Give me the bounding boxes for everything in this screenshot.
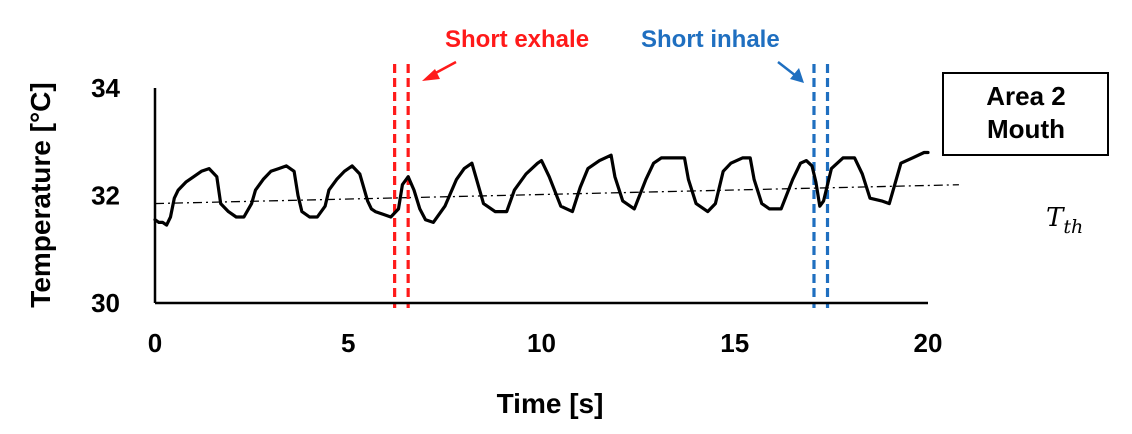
temperature-series-line xyxy=(153,150,930,227)
threshold-label-main: T xyxy=(1046,203,1065,233)
x-tick-label: 5 xyxy=(341,328,355,358)
y-tick-label: 32 xyxy=(91,181,120,211)
plot-area xyxy=(153,64,959,308)
short-exhale-label: Short exhale xyxy=(445,26,589,53)
short-inhale-arrow xyxy=(777,61,804,83)
x-tick-label: 10 xyxy=(527,328,556,358)
axes xyxy=(153,88,928,305)
x-tick-label: 15 xyxy=(720,328,749,358)
x-tick-label: 0 xyxy=(148,328,162,358)
x-axis-title: Time [s] xyxy=(497,388,604,419)
legend-box-line1: Area 2 xyxy=(986,81,1066,111)
threshold-label: Tth xyxy=(1046,203,1083,238)
threshold-label-subscript: th xyxy=(1063,216,1083,238)
short-inhale-arrow-head xyxy=(790,68,804,83)
short-exhale-arrow xyxy=(422,60,457,81)
short-inhale-arrow-shaft xyxy=(777,61,797,77)
short-inhale-label: Short inhale xyxy=(641,26,780,53)
x-tick-label: 20 xyxy=(914,328,943,358)
legend-box-frame xyxy=(942,72,1109,156)
tick-labels: 0 5 10 15 20 30 32 34 xyxy=(91,73,942,358)
legend-box: Area 2 Mouth xyxy=(942,72,1109,156)
legend-box-line2: Mouth xyxy=(987,114,1065,144)
y-axis-title: Temperature [°C] xyxy=(25,82,56,307)
y-tick-label: 34 xyxy=(91,73,120,103)
short-exhale-arrow-head xyxy=(422,69,440,81)
y-tick-label: 30 xyxy=(91,288,120,318)
